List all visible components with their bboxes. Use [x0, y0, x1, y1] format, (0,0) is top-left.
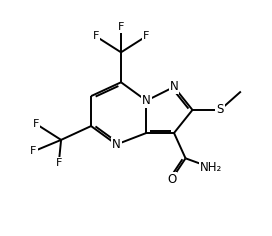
Text: N: N: [170, 80, 178, 93]
Text: F: F: [33, 119, 39, 129]
Text: N: N: [142, 94, 151, 107]
Text: F: F: [55, 158, 62, 168]
Text: NH₂: NH₂: [200, 161, 222, 174]
Text: F: F: [30, 146, 37, 156]
Text: N: N: [112, 138, 121, 151]
Text: F: F: [92, 31, 99, 41]
Text: O: O: [167, 173, 176, 185]
Text: F: F: [118, 22, 124, 32]
Text: F: F: [143, 31, 150, 41]
Text: S: S: [217, 103, 224, 116]
